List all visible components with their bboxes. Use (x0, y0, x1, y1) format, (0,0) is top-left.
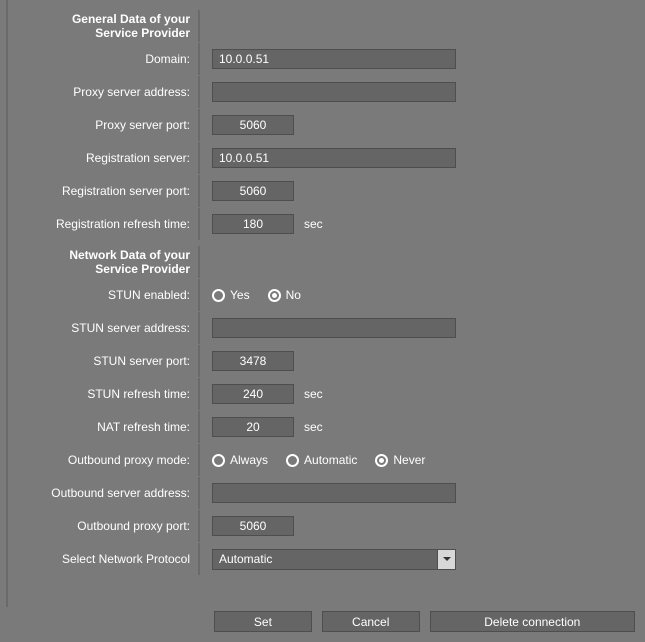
divider (198, 312, 200, 344)
sec-unit: sec (304, 387, 323, 401)
sec-unit: sec (304, 217, 323, 231)
divider (198, 246, 200, 278)
reg-port-label: Registration server port: (18, 184, 198, 198)
divider (198, 208, 200, 240)
nat-refresh-label: NAT refresh time: (18, 420, 198, 434)
proxy-port-label: Proxy server port: (18, 118, 198, 132)
general-heading: General Data of your Service Provider (18, 12, 198, 40)
stun-port-label: STUN server port: (18, 354, 198, 368)
network-heading: Network Data of your Service Provider (18, 248, 198, 276)
divider (198, 378, 200, 410)
button-row: Set Cancel Delete connection (214, 611, 635, 632)
net-protocol-select-wrap: Automatic (212, 549, 456, 570)
outbound-mode-group: Always Automatic Never (212, 453, 425, 467)
net-protocol-select[interactable]: Automatic (212, 549, 456, 570)
left-border (6, 0, 8, 607)
divider (198, 175, 200, 207)
divider (198, 543, 200, 575)
domain-label: Domain: (18, 52, 198, 66)
outbound-always-label: Always (230, 453, 268, 467)
outbound-never-label: Never (393, 453, 425, 467)
delete-connection-button[interactable]: Delete connection (430, 611, 635, 632)
divider (198, 345, 200, 377)
network-heading-l1: Network Data of your (18, 248, 190, 262)
proxy-addr-input[interactable] (212, 82, 456, 102)
divider (198, 477, 200, 509)
reg-server-input[interactable] (212, 148, 456, 168)
divider (198, 142, 200, 174)
outbound-always-option[interactable]: Always (212, 453, 268, 467)
stun-port-input[interactable] (212, 351, 294, 371)
divider (198, 444, 200, 476)
nat-refresh-input[interactable] (212, 417, 294, 437)
stun-enabled-label: STUN enabled: (18, 288, 198, 302)
net-protocol-label: Select Network Protocol (18, 552, 198, 566)
stun-enabled-group: Yes No (212, 288, 301, 302)
reg-port-input[interactable] (212, 181, 294, 201)
reg-refresh-input[interactable] (212, 214, 294, 234)
reg-server-label: Registration server: (18, 151, 198, 165)
outbound-auto-radio[interactable] (286, 454, 299, 467)
domain-input[interactable] (212, 49, 456, 69)
cancel-button[interactable]: Cancel (322, 611, 420, 632)
stun-refresh-input[interactable] (212, 384, 294, 404)
stun-yes-radio[interactable] (212, 289, 225, 302)
divider (198, 411, 200, 443)
general-heading-l1: General Data of your (18, 12, 190, 26)
divider (198, 279, 200, 311)
stun-no-radio[interactable] (268, 289, 281, 302)
stun-no-label: No (286, 288, 301, 302)
network-heading-l2: Service Provider (18, 262, 190, 276)
stun-addr-input[interactable] (212, 318, 456, 338)
divider (198, 109, 200, 141)
sec-unit: sec (304, 420, 323, 434)
stun-yes-option[interactable]: Yes (212, 288, 250, 302)
proxy-addr-label: Proxy server address: (18, 85, 198, 99)
outbound-mode-label: Outbound proxy mode: (18, 453, 198, 467)
outbound-auto-label: Automatic (304, 453, 357, 467)
outbound-addr-input[interactable] (212, 483, 456, 503)
outbound-auto-option[interactable]: Automatic (286, 453, 357, 467)
stun-refresh-label: STUN refresh time: (18, 387, 198, 401)
outbound-port-input[interactable] (212, 516, 294, 536)
outbound-never-radio[interactable] (375, 454, 388, 467)
outbound-port-label: Outbound proxy port: (18, 519, 198, 533)
outbound-never-option[interactable]: Never (375, 453, 425, 467)
divider (198, 510, 200, 542)
set-button[interactable]: Set (214, 611, 312, 632)
proxy-port-input[interactable] (212, 115, 294, 135)
divider (198, 10, 200, 42)
form-container: General Data of your Service Provider Do… (0, 0, 645, 642)
reg-refresh-label: Registration refresh time: (18, 217, 198, 231)
outbound-always-radio[interactable] (212, 454, 225, 467)
outbound-addr-label: Outbound server address: (18, 486, 198, 500)
stun-addr-label: STUN server address: (18, 321, 198, 335)
stun-yes-label: Yes (230, 288, 250, 302)
divider (198, 43, 200, 75)
divider (198, 76, 200, 108)
stun-no-option[interactable]: No (268, 288, 301, 302)
general-heading-l2: Service Provider (18, 26, 190, 40)
